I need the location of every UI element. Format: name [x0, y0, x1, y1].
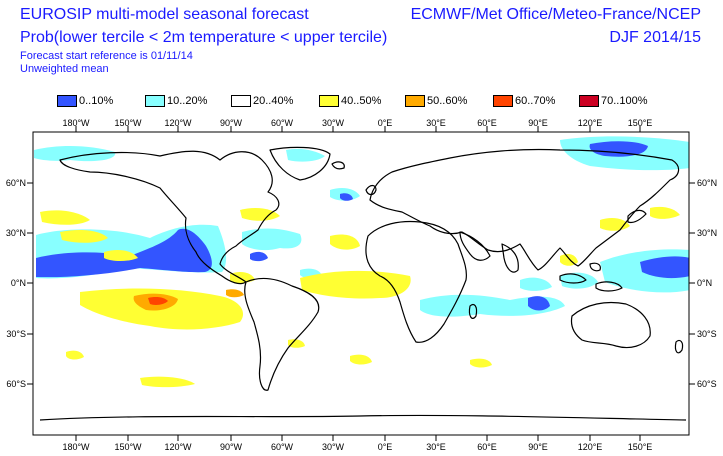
lat-label-right: 0°N — [697, 278, 712, 288]
legend-label-1: 10..20% — [167, 95, 208, 107]
lon-label-top: 90°E — [528, 118, 548, 128]
lon-label-top: 150°E — [628, 118, 653, 128]
legend-label-0: 0..10% — [79, 95, 114, 107]
lon-label-bottom: 30°E — [426, 442, 446, 452]
lat-label-left: 60°N — [6, 178, 26, 188]
legend-label-3: 40..50% — [341, 95, 382, 107]
lon-label-bottom: 30°W — [322, 442, 345, 452]
lon-label-bottom: 180°W — [62, 442, 90, 452]
legend-swatch-4 — [405, 95, 425, 107]
legend-swatch-2 — [231, 95, 251, 107]
lon-label-top: 120°E — [578, 118, 603, 128]
shading-0-10 — [36, 141, 689, 311]
lon-label-top: 150°W — [114, 118, 142, 128]
probability-shading — [34, 136, 689, 421]
lat-label-right: 30°S — [697, 329, 717, 339]
map-title: EUROSIP multi-model seasonal forecast — [20, 6, 309, 23]
axis-ticks: 180°W 180°W 150°W 150°W 120°W 120°W 90°W 90°W 60… — [6, 118, 717, 452]
lon-label-bottom: 150°W — [114, 442, 142, 452]
lon-label-top: 120°W — [164, 118, 192, 128]
lat-label-left: 0°N — [11, 278, 26, 288]
legend-swatch-1 — [145, 95, 165, 107]
mean-type-label: Unweighted mean — [20, 63, 109, 75]
lat-label-right: 60°S — [697, 379, 717, 389]
legend-swatch-5 — [493, 95, 513, 107]
lon-label-top: 60°E — [477, 118, 497, 128]
lon-label-bottom: 120°W — [164, 442, 192, 452]
lon-label-top: 60°W — [271, 118, 294, 128]
lat-label-left: 30°S — [6, 329, 26, 339]
lon-label-bottom: 60°W — [271, 442, 294, 452]
legend-label-2: 20..40% — [253, 95, 294, 107]
lon-label-top: 30°W — [322, 118, 345, 128]
lon-label-bottom: 90°E — [528, 442, 548, 452]
lon-label-bottom: 90°W — [220, 442, 243, 452]
legend-swatch-6 — [579, 95, 599, 107]
lon-label-top: 90°W — [220, 118, 243, 128]
coastlines — [39, 146, 687, 421]
legend-label-5: 60..70% — [515, 95, 556, 107]
producing-centres: ECMWF/Met Office/Meteo-France/NCEP — [410, 6, 701, 23]
legend-label-6: 70..100% — [601, 95, 648, 107]
forecast-start-reference: Forecast start reference is 01/11/14 — [20, 50, 193, 62]
lon-label-bottom: 120°E — [578, 442, 603, 452]
forecast-season: DJF 2014/15 — [609, 29, 701, 46]
legend-label-4: 50..60% — [427, 95, 468, 107]
lat-label-right: 30°N — [697, 228, 717, 238]
lat-label-left: 60°S — [6, 379, 26, 389]
lon-label-bottom: 60°E — [477, 442, 497, 452]
lat-label-right: 60°N — [697, 178, 717, 188]
legend-swatch-3 — [319, 95, 339, 107]
legend-swatch-0 — [57, 95, 77, 107]
lon-label-top: 30°E — [426, 118, 446, 128]
lon-label-bottom: 0°E — [378, 442, 393, 452]
map-subtitle: Prob(lower tercile < 2m temperature < up… — [20, 29, 388, 46]
shading-60-70 — [148, 297, 168, 305]
lat-label-left: 30°N — [6, 228, 26, 238]
lon-label-bottom: 150°E — [628, 442, 653, 452]
lon-label-top: 180°W — [62, 118, 90, 128]
lon-label-top: 0°E — [378, 118, 393, 128]
